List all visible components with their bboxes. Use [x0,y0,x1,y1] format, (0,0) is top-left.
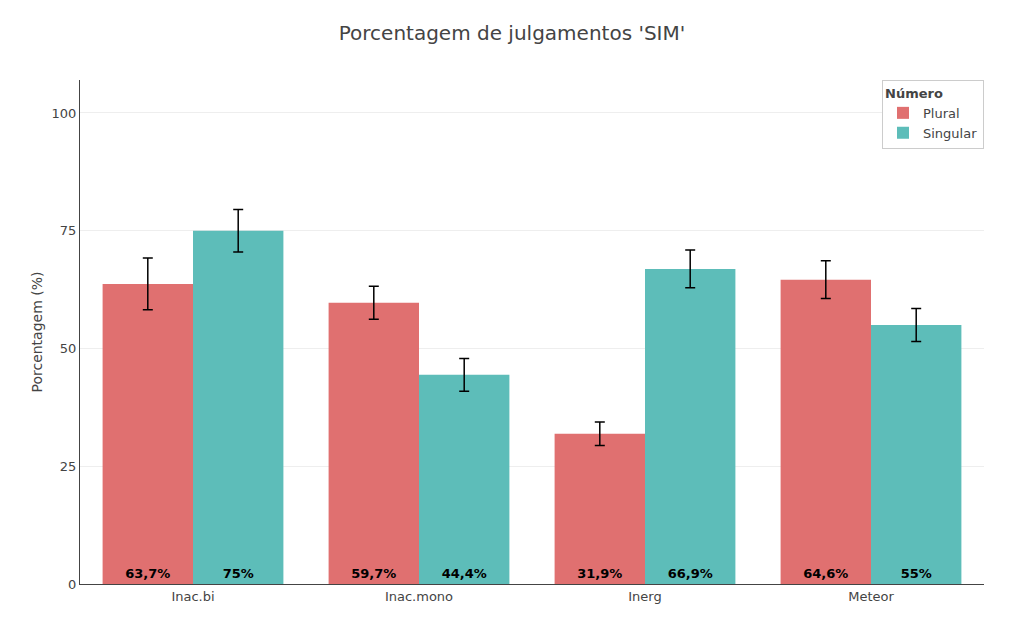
svg-text:Singular: Singular [923,126,977,141]
svg-text:50: 50 [60,341,77,356]
svg-text:75: 75 [60,223,77,238]
svg-text:Número: Número [885,86,943,101]
svg-text:Porcentagem de julgamentos 'SI: Porcentagem de julgamentos 'SIM' [339,21,686,45]
svg-text:0: 0 [68,577,76,592]
svg-text:Meteor: Meteor [848,589,894,604]
svg-text:44,4%: 44,4% [442,566,487,581]
svg-text:Inerg: Inerg [628,589,661,604]
svg-text:25: 25 [60,459,77,474]
svg-text:Inac.mono: Inac.mono [385,589,453,604]
svg-text:Porcentagem (%): Porcentagem (%) [29,271,45,392]
svg-text:59,7%: 59,7% [351,566,396,581]
svg-text:55%: 55% [901,566,932,581]
svg-text:Plural: Plural [923,106,960,121]
svg-text:64,6%: 64,6% [803,566,848,581]
svg-text:66,9%: 66,9% [668,566,713,581]
svg-text:63,7%: 63,7% [125,566,170,581]
svg-text:Inac.bi: Inac.bi [171,589,214,604]
svg-text:100: 100 [52,106,77,121]
svg-text:31,9%: 31,9% [577,566,622,581]
svg-text:75%: 75% [223,566,254,581]
